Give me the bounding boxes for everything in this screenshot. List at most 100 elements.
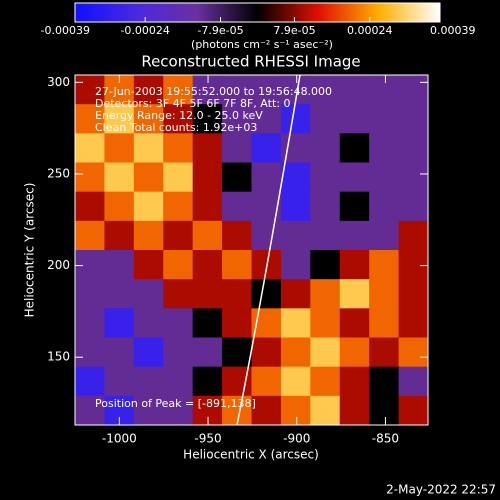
heatmap-cell [398, 133, 429, 163]
heatmap-cell [104, 308, 135, 338]
x-axis-label: Heliocentric X (arcsec) [183, 448, 319, 462]
heatmap-cell [251, 104, 282, 134]
heatmap-cell [192, 162, 223, 193]
heatmap-cell [133, 75, 164, 105]
heatmap-cell [75, 104, 105, 134]
heatmap-cell [310, 337, 341, 368]
heatmap-cell [104, 250, 135, 280]
heatmap-cell [163, 104, 194, 134]
heatmap-cell [104, 191, 135, 222]
heatmap-cell [75, 220, 105, 251]
y-axis-label: Heliocentric Y (arcsec) [23, 183, 37, 318]
heatmap-cell [192, 220, 223, 251]
heatmap-cell [339, 395, 370, 426]
heatmap-cell [222, 162, 252, 193]
colorbar-tick-label: 7.9e-05 [273, 24, 315, 37]
heatmap-cell [339, 104, 370, 134]
heatmap-cell [398, 104, 429, 134]
heatmap-cell [133, 162, 164, 193]
heatmap-cell [369, 191, 400, 222]
heatmap-cell [163, 75, 194, 105]
heatmap-cell [280, 279, 311, 309]
heatmap-cell [104, 220, 135, 251]
heatmap-cell [339, 191, 370, 222]
heatmap-cell [192, 133, 223, 163]
heatmap-cell [75, 308, 105, 338]
heatmap-cell [222, 104, 252, 134]
heatmap-cell [222, 220, 252, 251]
heatmap-cell [310, 308, 341, 338]
heatmap-cell [280, 395, 311, 426]
y-tick-label: 150 [47, 350, 70, 364]
heatmap-cell [163, 162, 194, 193]
colorbar-tick-label: -7.9e-05 [197, 24, 243, 37]
colorbar-tick-label: -0.00039 [41, 24, 90, 37]
heatmap-cell [104, 162, 135, 193]
timestamp: 2-May-2022 22:57 [386, 483, 496, 497]
heatmap-cell [222, 191, 252, 222]
heatmap-cell [369, 75, 400, 105]
heatmap-cell [133, 133, 164, 163]
heatmap-cell [75, 191, 105, 222]
y-tick-label: 250 [47, 166, 70, 180]
heatmap-cell [369, 366, 400, 397]
heatmap-cell [280, 191, 311, 222]
heatmap-cell [398, 337, 429, 368]
colorbar-tick-label: 0.00039 [430, 24, 476, 37]
heatmap-cell [222, 279, 252, 309]
heatmap-cell [75, 162, 105, 193]
heatmap-cell [310, 191, 341, 222]
heatmap-cell [133, 395, 164, 426]
heatmap-cell [222, 75, 252, 105]
heatmap-cell [398, 366, 429, 397]
heatmap-cell [133, 337, 164, 368]
heatmap-cell [163, 308, 194, 338]
heatmap-cell [192, 366, 223, 397]
heatmap-cell [339, 337, 370, 368]
x-tick-label: -850 [372, 432, 399, 446]
heatmap-cell [133, 220, 164, 251]
heatmap-cell [251, 220, 282, 251]
heatmap-cell [222, 308, 252, 338]
heatmap-cell [104, 337, 135, 368]
heatmap-cell [398, 308, 429, 338]
heatmap-cell [398, 220, 429, 251]
heatmap-cell [398, 75, 429, 105]
heatmap-cell [104, 133, 135, 163]
heatmap-cell [251, 75, 282, 105]
heatmap-cell [192, 191, 223, 222]
heatmap-cell [310, 220, 341, 251]
heatmap-cell [192, 250, 223, 280]
heatmap-cell [133, 104, 164, 134]
heatmap-cell [75, 279, 105, 309]
heatmap-cell [222, 250, 252, 280]
heatmap-cell [369, 337, 400, 368]
heatmap-cell [192, 337, 223, 368]
annotation: Clean Total counts: 1.92e+03 [95, 121, 257, 134]
heatmap-cell [163, 395, 194, 426]
heatmap-cell [369, 308, 400, 338]
heatmap-cell [75, 337, 105, 368]
heatmap-cell [75, 395, 105, 426]
heatmap-cell [280, 220, 311, 251]
heatmap-cell [310, 279, 341, 309]
plot-frame [74, 74, 429, 426]
heatmap-cell [222, 337, 252, 368]
heatmap-cell [369, 220, 400, 251]
heatmap-cell [75, 75, 105, 105]
heatmap-cell [251, 162, 282, 193]
heatmap-cell [163, 191, 194, 222]
heatmap-cell [369, 250, 400, 280]
heatmap-cell [310, 250, 341, 280]
peak-label: Position of Peak = [-891,138] [95, 397, 256, 410]
heatmap-cell [163, 337, 194, 368]
heatmap-cell [339, 162, 370, 193]
heatmap-cell [339, 133, 370, 163]
heatmap-cell [339, 308, 370, 338]
heatmap-cell [133, 250, 164, 280]
heatmap-cell [339, 220, 370, 251]
heatmap-cell [339, 366, 370, 397]
chart-title: Reconstructed RHESSI Image [141, 53, 360, 71]
heatmap-cell [280, 104, 311, 134]
heatmap-cell [104, 279, 135, 309]
